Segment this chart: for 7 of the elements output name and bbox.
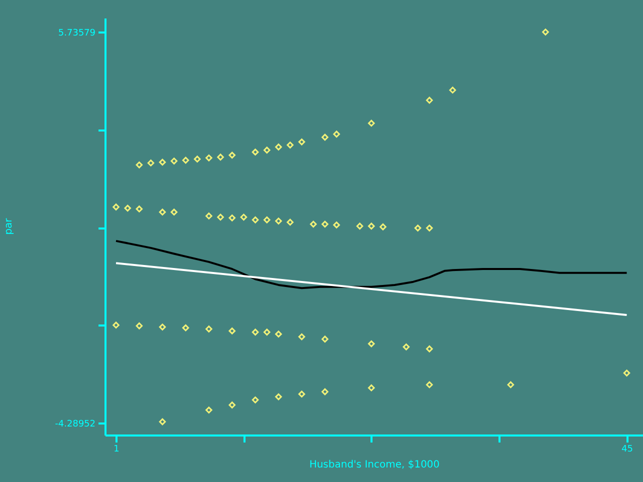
x-tick-label: 1 — [114, 444, 120, 454]
y-tick-label: -4.28952 — [55, 419, 96, 430]
x-tick-label: 45 — [622, 444, 633, 454]
y-tick-label: 5.73579 — [58, 28, 96, 39]
line-series — [115, 240, 628, 290]
x-axis-title: Husband's Income, $1000 — [309, 460, 440, 470]
y-axis-title: par — [4, 217, 14, 235]
